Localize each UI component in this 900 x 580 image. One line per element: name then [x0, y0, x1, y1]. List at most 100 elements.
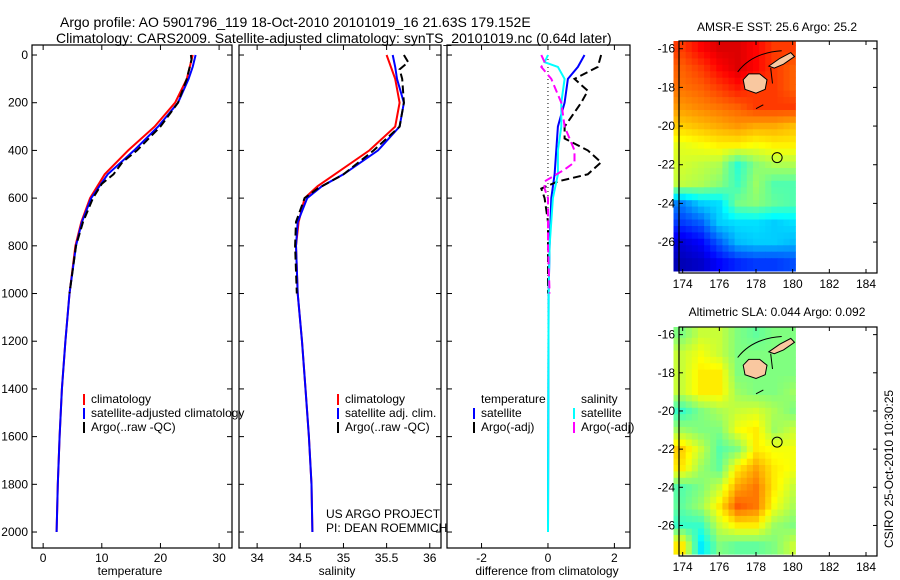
sla-cell — [704, 363, 711, 371]
sla-cell — [734, 528, 742, 536]
sst-cell — [710, 219, 717, 227]
sst-cell — [679, 251, 687, 259]
sst-cell — [740, 116, 748, 124]
sla-cell — [673, 490, 681, 498]
sla-cell — [722, 426, 729, 434]
sla-cell — [704, 382, 711, 390]
sst-cell — [789, 122, 796, 130]
sla-cell — [783, 522, 791, 530]
sla-cell — [752, 509, 760, 517]
sla-cell — [746, 350, 754, 358]
sst-cell — [765, 71, 772, 79]
sla-cell — [704, 522, 711, 530]
sla-cell — [710, 439, 717, 447]
sla-cell — [746, 395, 754, 402]
sla-cell — [752, 465, 760, 472]
series-line-black — [540, 54, 603, 294]
sst-cell — [710, 161, 717, 169]
sst-cell — [734, 245, 742, 253]
sst-cell — [771, 110, 778, 117]
sla-cell — [691, 452, 699, 460]
sst-cell — [685, 193, 693, 201]
sst-cell — [752, 174, 760, 182]
sst-cell — [722, 84, 729, 92]
sla-cell — [789, 484, 796, 491]
sla-cell — [685, 337, 693, 345]
sst-cell — [777, 52, 784, 59]
sla-cell — [673, 395, 681, 402]
sla-cell — [722, 331, 729, 339]
sst-cell — [685, 200, 693, 208]
sla-cell — [716, 509, 723, 517]
sla-cell — [710, 458, 717, 466]
sla-cell — [734, 327, 742, 332]
sla-cell — [679, 426, 687, 434]
sst-cell — [765, 45, 772, 53]
sla-cell — [752, 515, 760, 523]
sst-cell — [691, 219, 699, 227]
sst-cell — [685, 97, 693, 104]
sla-cell — [679, 535, 687, 542]
sst-cell — [673, 168, 681, 175]
sst-cell — [691, 84, 699, 92]
legend-swatch-blue — [337, 408, 339, 419]
sst-cell — [740, 264, 748, 272]
sla-cell — [752, 382, 760, 390]
sst-cell — [710, 129, 717, 137]
sst-cell — [783, 245, 791, 253]
x-tick-label: 0 — [545, 551, 552, 565]
sla-cell — [783, 471, 791, 479]
sla-cell — [765, 458, 772, 466]
sla-cell — [691, 547, 699, 555]
sla-cell — [673, 509, 681, 517]
sst-cell — [765, 155, 772, 162]
sst-cell — [789, 187, 796, 195]
sst-cell — [765, 129, 772, 137]
sst-cell — [783, 155, 791, 162]
sla-cell — [746, 535, 754, 542]
sla-cell — [673, 331, 681, 339]
sla-cell — [765, 471, 772, 479]
sst-cell — [722, 110, 729, 117]
sla-cell — [771, 439, 778, 447]
sst-cell — [716, 232, 723, 240]
sla-cell — [789, 407, 796, 415]
sst-cell — [746, 251, 754, 259]
sst-cell — [777, 45, 784, 53]
sla-cell — [716, 452, 723, 460]
sst-cell — [740, 193, 748, 201]
sst-cell — [783, 251, 791, 259]
sla-cell — [691, 515, 699, 523]
y-tick-label: -20 — [658, 404, 676, 418]
sst-cell — [771, 213, 778, 220]
sst-cell — [783, 193, 791, 201]
sla-cell — [710, 522, 717, 530]
sla-cell — [679, 452, 687, 460]
sla-cell — [765, 515, 772, 523]
sst-cell — [765, 41, 772, 46]
sla-cell — [771, 337, 778, 345]
sst-cell — [771, 103, 778, 111]
sla-cell — [710, 420, 717, 428]
sst-cell — [752, 180, 760, 188]
sla-cell — [765, 369, 772, 377]
sla-cell — [722, 490, 729, 498]
sst-cell — [765, 245, 772, 253]
sla-cell — [679, 477, 687, 485]
sst-cell — [759, 45, 766, 53]
sla-cell — [679, 465, 687, 472]
sst-cell — [783, 97, 791, 104]
sla-cell — [679, 458, 687, 466]
sla-cell — [759, 426, 766, 434]
sla-cell — [673, 452, 681, 460]
sla-cell — [783, 407, 791, 415]
sst-cell — [722, 187, 729, 195]
sla-cell — [691, 433, 699, 441]
sla-cell — [679, 541, 687, 549]
sst-cell — [765, 103, 772, 111]
sst-cell — [704, 58, 711, 66]
sla-cell — [691, 344, 699, 352]
sla-cell — [759, 484, 766, 491]
sla-cell — [783, 484, 791, 491]
sst-cell — [771, 129, 778, 137]
